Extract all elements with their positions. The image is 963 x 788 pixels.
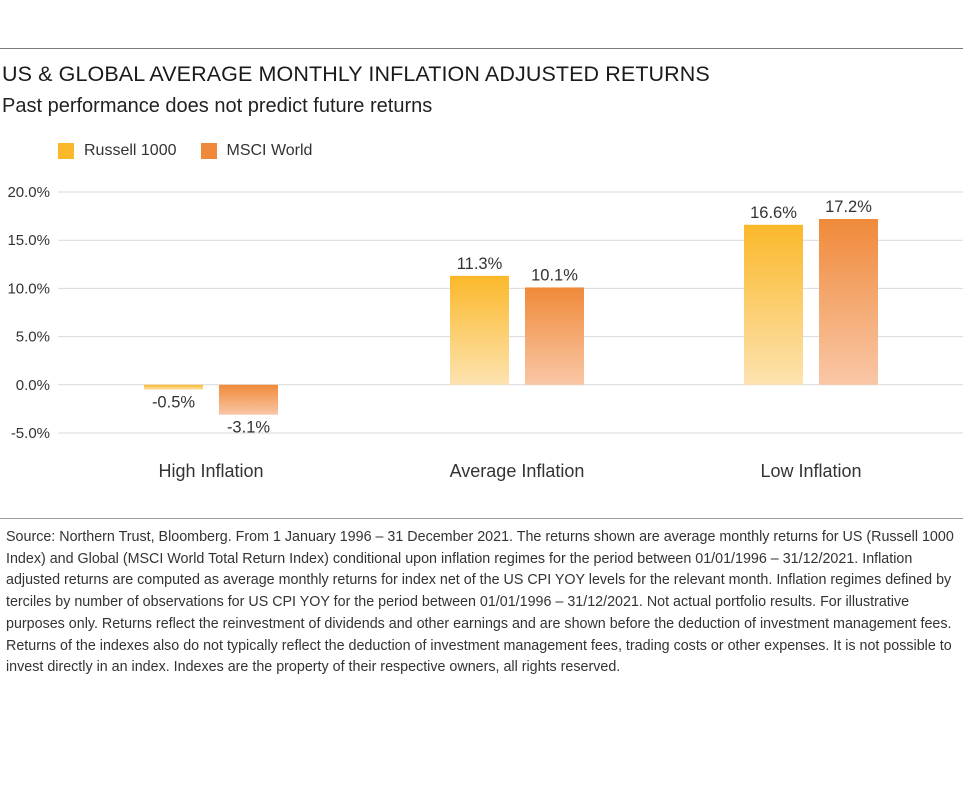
x-category-label: Low Inflation [760, 461, 861, 481]
bar-chart: 20.0% 15.0% 10.0% 5.0% 0.0% -5.0% -0.5% -3.1% Hi… [7, 184, 963, 481]
y-tick-label: 5.0% [16, 329, 50, 346]
y-tick-label: -5.0% [11, 425, 50, 442]
y-tick-label: 20.0% [7, 184, 50, 201]
legend-swatch-msci [200, 143, 217, 159]
legend-label-msci: MSCI World [226, 142, 313, 159]
data-label: -0.5% [152, 394, 195, 412]
legend-swatch-russell [58, 143, 74, 159]
source-footnote: Source: Northern Trust, Bloomberg. From … [6, 529, 954, 676]
bar-msci-world [219, 384, 278, 415]
chart-subtitle: Past performance does not predict future… [2, 95, 433, 117]
y-tick-label: 15.0% [7, 232, 50, 249]
x-category-label: High Inflation [158, 461, 263, 481]
bar-russell-1000 [450, 275, 509, 385]
legend-item-russell: Russell 1000 [58, 142, 177, 160]
y-tick-label: 0.0% [16, 377, 50, 394]
chart-title: US & GLOBAL AVERAGE MONTHLY INFLATION AD… [2, 62, 710, 86]
bar-msci-world [819, 218, 878, 385]
bar-russell-1000 [744, 224, 803, 385]
x-category-label: Average Inflation [450, 461, 585, 481]
data-label: 17.2% [825, 198, 872, 216]
legend-label-russell: Russell 1000 [84, 142, 177, 159]
footnote-divider [0, 518, 963, 519]
data-label: -3.1% [227, 419, 270, 437]
top-divider [0, 48, 963, 49]
data-label: 10.1% [531, 266, 578, 284]
bar-russell-1000 [144, 384, 203, 390]
data-label: 11.3% [457, 255, 503, 273]
data-label: 16.6% [750, 204, 797, 222]
bar-msci-world [525, 287, 584, 385]
chart-legend: Russell 1000 MSCI World [58, 142, 336, 160]
legend-item-msci: MSCI World [200, 142, 313, 160]
y-tick-label: 10.0% [7, 280, 50, 297]
